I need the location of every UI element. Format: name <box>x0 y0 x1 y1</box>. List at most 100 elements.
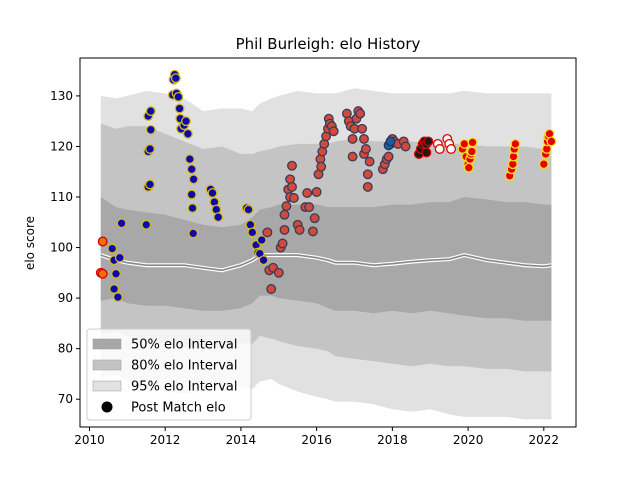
match-point <box>188 174 199 185</box>
match-point <box>434 144 445 154</box>
match-series-orange <box>95 236 108 279</box>
match-point <box>181 116 191 127</box>
chart-title: Phil Burleigh: elo History <box>236 35 421 53</box>
x-tick-label: 2014 <box>226 433 257 447</box>
match-point <box>288 193 299 203</box>
legend-label: 80% elo Interval <box>131 359 238 374</box>
match-point <box>145 124 156 135</box>
match-point <box>109 284 120 294</box>
match-point <box>459 138 470 149</box>
match-point <box>383 151 394 162</box>
match-point <box>97 236 108 247</box>
match-point <box>347 151 358 162</box>
match-point <box>400 141 411 152</box>
x-tick-label: 2010 <box>74 433 105 447</box>
legend-swatch <box>92 338 122 350</box>
match-point <box>421 147 432 158</box>
match-point <box>207 188 218 198</box>
x-tick-label: 2012 <box>150 433 181 447</box>
match-point <box>186 164 197 175</box>
match-point <box>355 108 366 119</box>
match-point <box>281 201 292 212</box>
match-point <box>311 187 322 197</box>
match-point <box>256 235 267 245</box>
match-point <box>279 209 290 220</box>
match-point <box>213 212 224 223</box>
y-tick-label: 80 <box>58 342 73 356</box>
match-point <box>467 137 478 148</box>
y-tick-label: 130 <box>50 89 73 103</box>
match-point <box>107 243 118 254</box>
legend-marker <box>101 401 113 413</box>
match-point <box>174 103 185 114</box>
match-point <box>364 156 375 167</box>
match-point <box>266 284 277 294</box>
match-point <box>302 188 313 198</box>
match-point <box>309 213 320 224</box>
match-point <box>112 292 123 303</box>
y-tick-label: 100 <box>50 241 73 255</box>
match-point <box>247 227 258 238</box>
legend-swatch <box>92 380 122 392</box>
match-point <box>182 128 193 139</box>
y-axis-label: elo score <box>23 216 37 270</box>
match-point <box>538 159 549 170</box>
match-point <box>243 204 254 215</box>
match-point <box>287 160 297 171</box>
match-point <box>307 226 318 237</box>
y-tick-label: 90 <box>58 291 73 305</box>
match-point <box>328 126 339 137</box>
legend: 50% elo Interval 80% elo Interval 95% elo … <box>86 328 252 421</box>
match-point <box>463 162 474 173</box>
match-point <box>294 224 305 235</box>
legend-label: 95% elo Interval <box>131 380 238 395</box>
legend-frame <box>86 328 252 421</box>
match-series-rust <box>262 106 411 294</box>
match-point <box>359 133 369 144</box>
match-point <box>510 138 521 149</box>
match-point <box>546 136 557 147</box>
match-point <box>170 73 181 84</box>
match-point <box>466 146 477 157</box>
match-point <box>145 179 155 190</box>
match-point <box>446 144 457 154</box>
axis-ticks: 2010 2012 2014 2016 2018 2020 2022 70 80 90 100 110… <box>50 89 559 447</box>
match-point <box>304 202 315 213</box>
match-point <box>357 123 368 134</box>
match-point <box>145 144 155 154</box>
legend-swatch <box>92 359 122 371</box>
median-line <box>100 254 552 272</box>
match-point <box>188 228 199 239</box>
match-point <box>145 106 156 117</box>
match-point <box>385 136 396 147</box>
match-series-dark <box>413 136 434 159</box>
match-series-steel <box>383 136 396 151</box>
match-point <box>116 218 127 229</box>
match-point <box>362 169 373 180</box>
x-tick-label: 2022 <box>529 433 560 447</box>
match-point <box>287 181 297 192</box>
match-point <box>258 255 269 266</box>
match-point <box>97 268 108 279</box>
match-point <box>111 268 121 279</box>
legend-label: 50% elo Interval <box>131 338 238 353</box>
y-tick-label: 120 <box>50 139 73 153</box>
match-point <box>360 144 371 154</box>
x-tick-label: 2016 <box>301 433 332 447</box>
match-point <box>114 252 125 263</box>
legend-label: Post Match elo <box>131 401 226 416</box>
axes-frame <box>79 57 577 428</box>
match-series-white <box>432 133 457 154</box>
match-point <box>184 154 195 165</box>
match-point <box>277 238 288 249</box>
y-tick-label: 70 <box>58 392 73 406</box>
match-series-red <box>457 128 557 181</box>
match-point <box>173 91 184 102</box>
match-point <box>423 136 434 147</box>
match-point <box>279 224 290 235</box>
match-point <box>362 181 373 192</box>
match-point <box>187 203 198 214</box>
match-point <box>273 267 284 278</box>
match-point <box>262 227 273 238</box>
